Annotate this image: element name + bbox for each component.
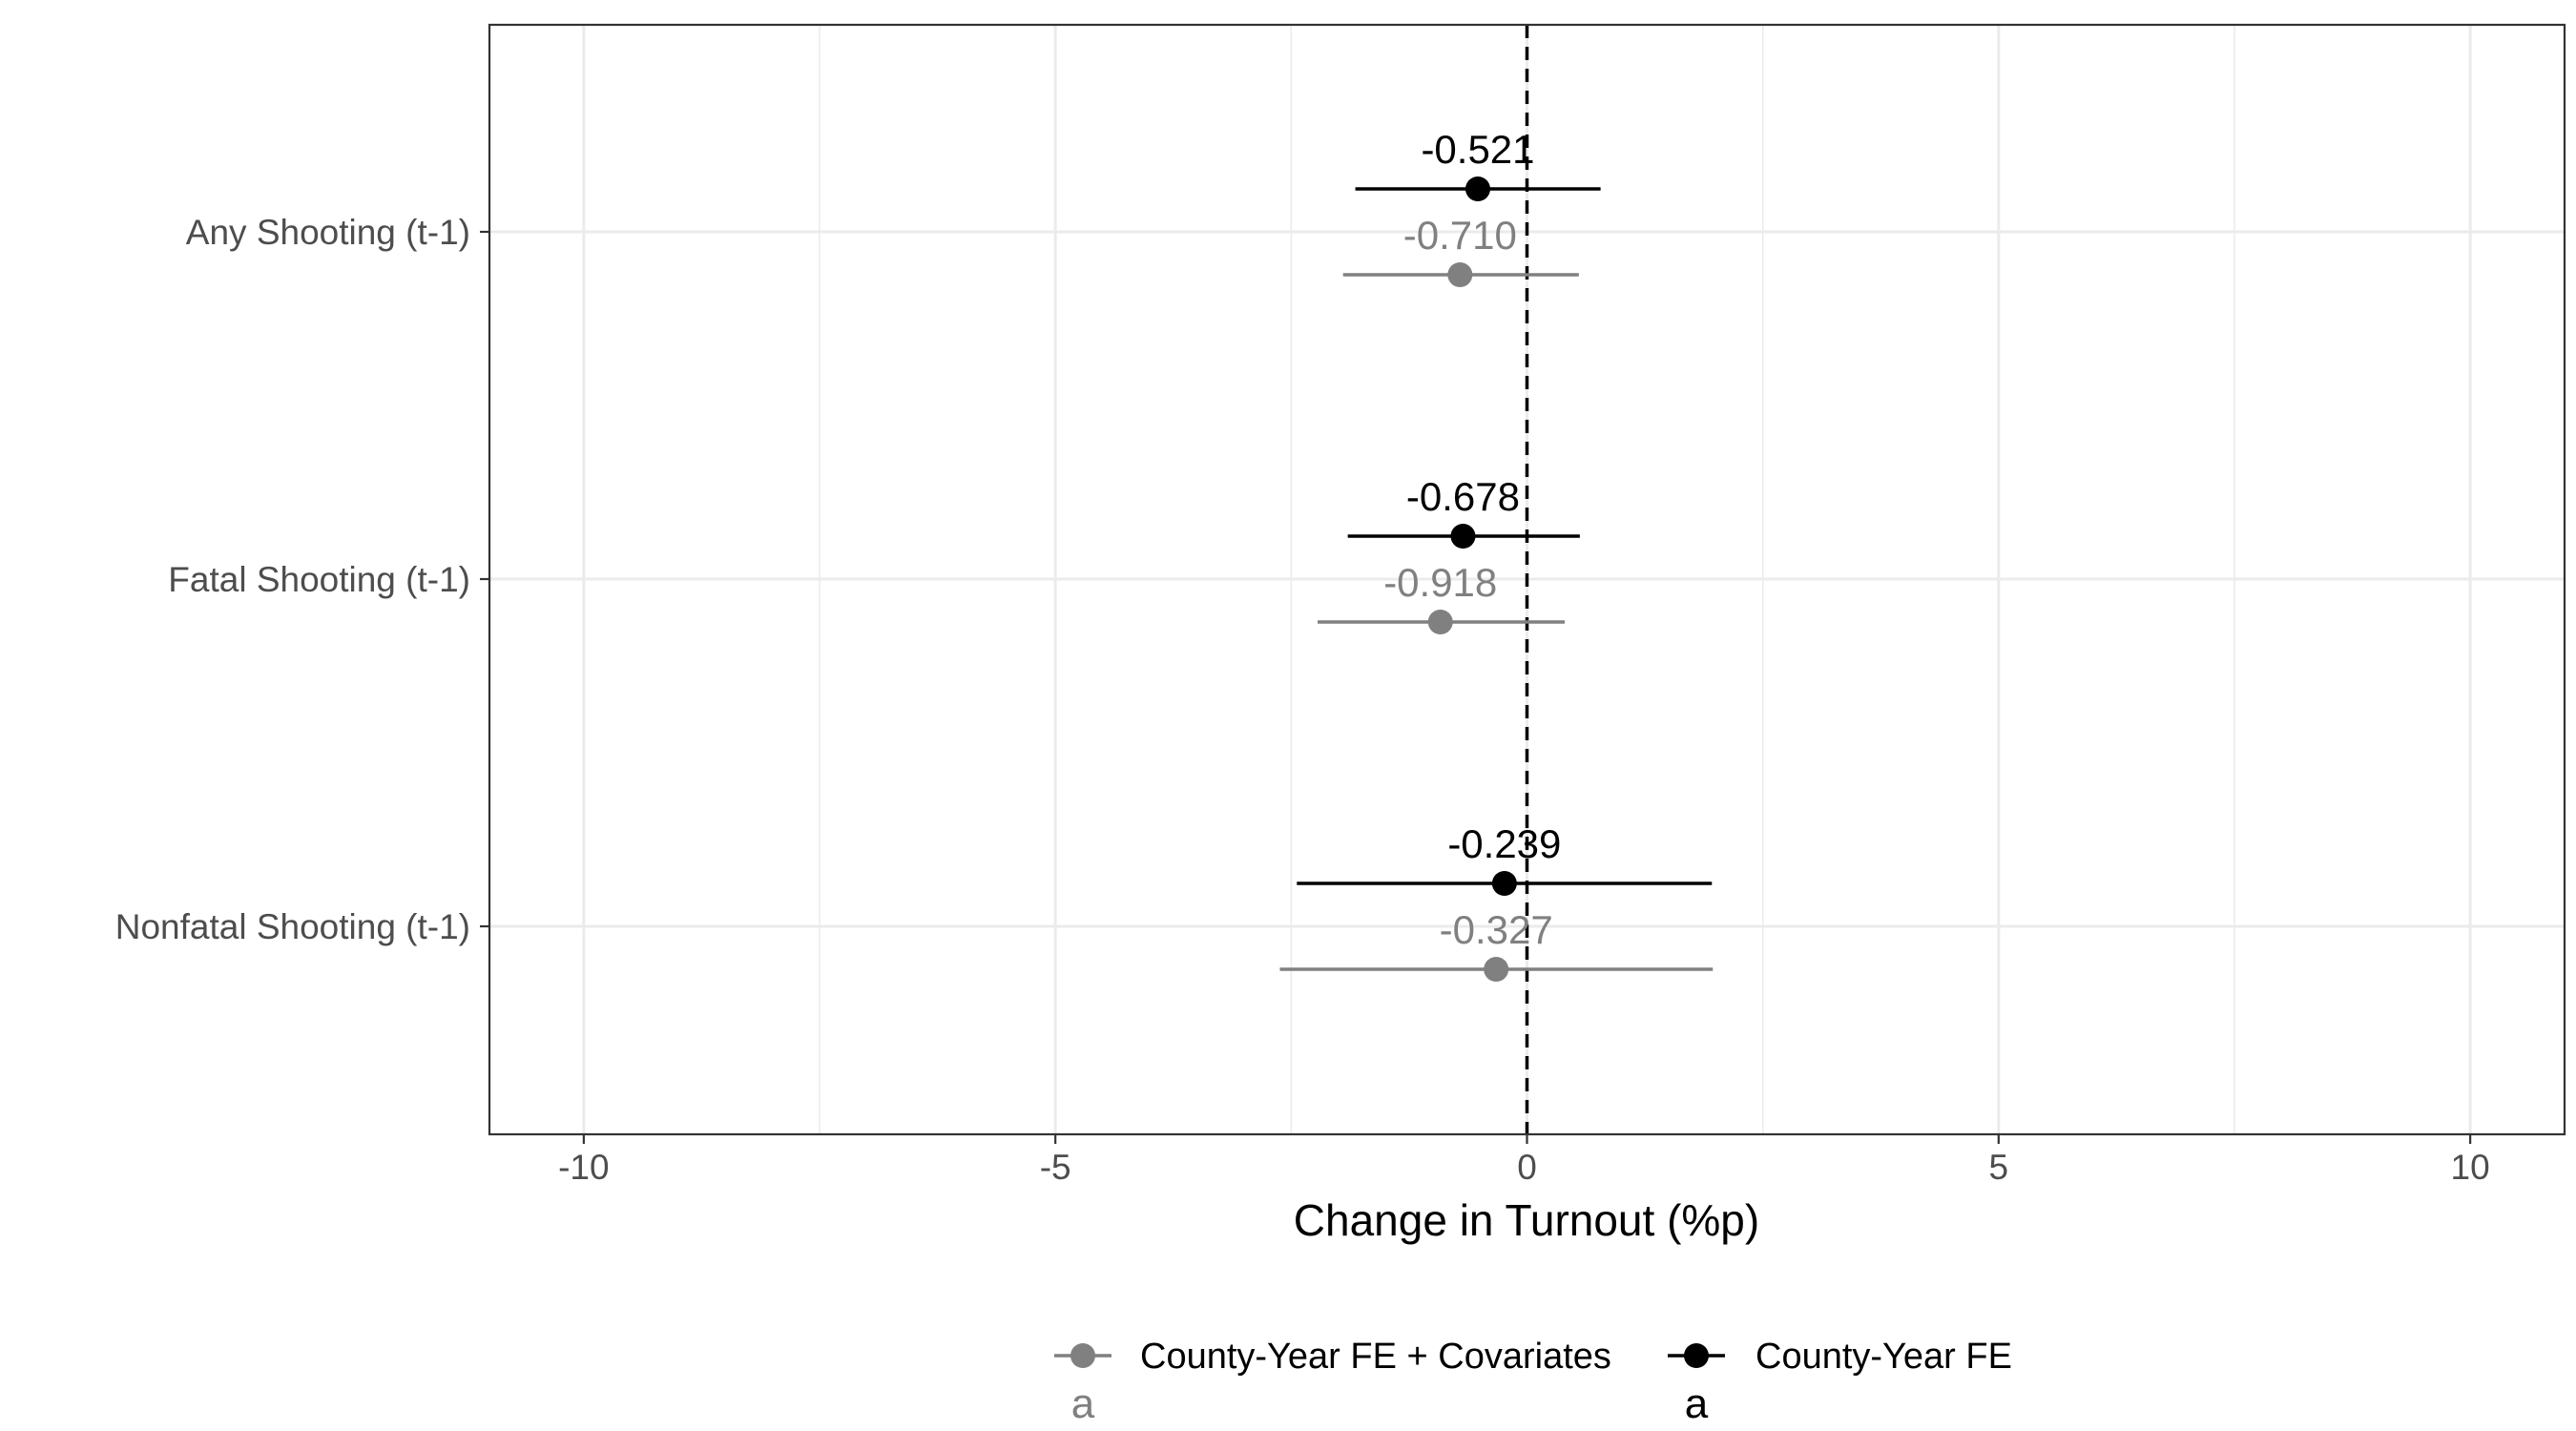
estimate-label: -0.521 [1421,127,1534,172]
x-tick-label: 5 [1989,1148,2009,1187]
x-axis-title: Change in Turnout (%p) [1294,1195,1759,1245]
point-estimate [1447,262,1473,287]
legend-key-point [1684,1343,1709,1368]
legend-key-text: a [1071,1380,1095,1427]
legend-key-text: a [1685,1380,1709,1427]
legend-item: a County-Year FE + Covariates [1054,1337,1611,1427]
y-category-label: Fatal Shooting (t-1) [168,560,470,599]
point-estimate [1450,524,1476,549]
point-estimate [1484,957,1509,982]
x-axis: -10 -5 0 5 10 [558,1134,2490,1187]
legend-label: County-Year FE + Covariates [1140,1337,1611,1377]
series-layer: -0.521 -0.678 -0.239 -0.710 -0.918 -0.327 [1279,127,1714,982]
estimate-label: -0.710 [1403,213,1517,258]
legend-label: County-Year FE [1755,1337,2012,1377]
x-tick-label: -5 [1040,1148,1071,1187]
x-tick-label: 0 [1517,1148,1537,1187]
y-axis: Any Shooting (t-1) Fatal Shooting (t-1) No… [115,213,489,946]
point-estimate [1427,610,1453,634]
legend-item: a County-Year FE [1668,1337,2012,1427]
point-estimate [1465,176,1490,201]
x-tick-label: 10 [2451,1148,2490,1187]
legend-key-point [1070,1343,1095,1368]
estimate-label: -0.918 [1383,560,1497,605]
point-estimate [1491,871,1517,896]
series-county-year-fe: -0.521 -0.678 -0.239 [1297,127,1713,896]
estimate-label: -0.678 [1406,474,1520,519]
y-category-label: Nonfatal Shooting (t-1) [115,907,470,946]
y-category-label: Any Shooting (t-1) [186,213,470,252]
legend: a County-Year FE + Covariates a County-Year… [1054,1337,2012,1427]
series-county-year-fe-covariates: -0.710 -0.918 -0.327 [1279,213,1714,982]
estimate-label: -0.239 [1447,821,1561,866]
estimate-label: -0.327 [1440,907,1553,952]
x-tick-label: -10 [558,1148,609,1187]
